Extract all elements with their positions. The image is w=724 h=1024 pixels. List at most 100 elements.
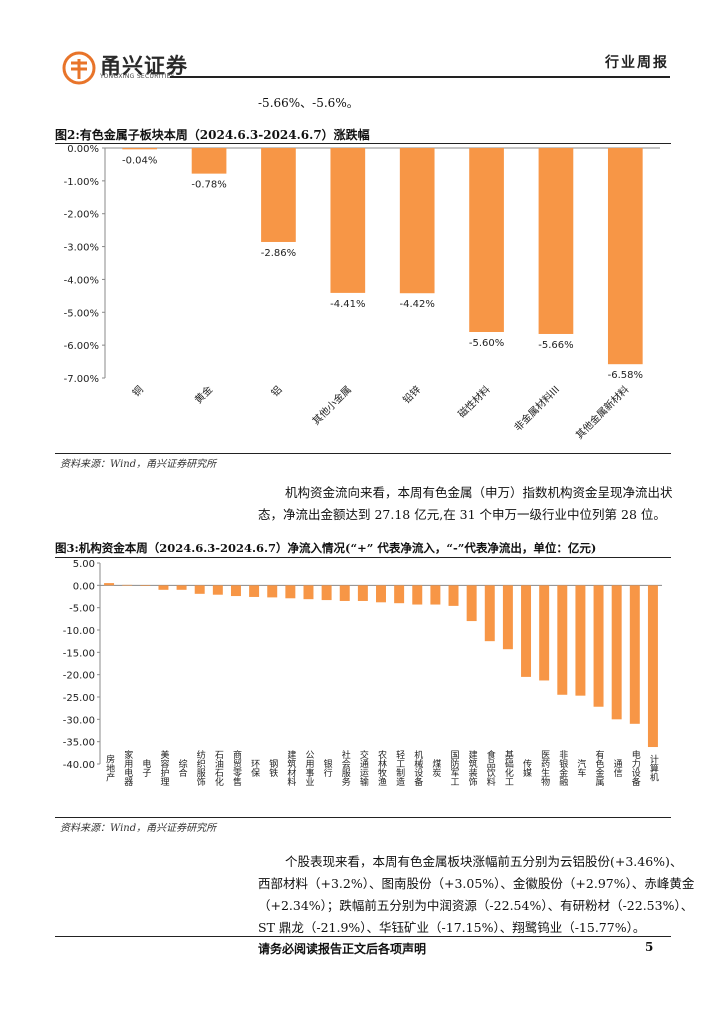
x-tick-label: 其他小金属	[309, 383, 354, 428]
y-tick-label: -15.00	[63, 648, 95, 659]
y-tick-label: -4.00%	[64, 275, 99, 286]
x-tick-label: 传媒	[521, 758, 532, 778]
x-tick-label: 铝	[269, 384, 285, 400]
bar	[194, 585, 205, 594]
bar	[230, 585, 241, 597]
page-number: 5	[645, 940, 654, 954]
x-tick-label: 铅锌	[400, 383, 423, 406]
bar	[285, 585, 296, 599]
paragraph2-line2: 西部材料（+3.2%）、图南股份（+3.05%）、金徽股份（+2.97%）、赤峰…	[258, 876, 695, 891]
footer-divider	[55, 936, 671, 937]
x-tick-label: 公用事业	[303, 750, 314, 786]
x-tick-label: 机械设备	[412, 749, 423, 786]
data-label: -4.42%	[399, 299, 434, 310]
fund-flow-bar-chart: 5.00 0.00 -5.00 -10.00 -15.00 -20.00 -25.00 -30…	[63, 559, 662, 787]
data-label: -2.86%	[261, 248, 296, 259]
data-label: -6.58%	[608, 370, 643, 381]
paragraph2-line1: 个股表现来看，本周有色金属板块涨幅前五分别为云铝股份(+3.46%)、	[285, 854, 683, 869]
y-tick-label: -7.00%	[64, 374, 99, 385]
bar	[104, 583, 115, 586]
y-tick-label: -20.00	[63, 671, 95, 682]
x-tick-label: 汽车	[575, 758, 586, 778]
x-tick-label: 黄金	[192, 383, 215, 406]
data-label: -5.60%	[469, 338, 504, 349]
x-tick-label: 有色金属	[594, 749, 605, 787]
x-tick-label: 铜	[130, 384, 146, 400]
x-tick-label: 磁性材料	[455, 383, 492, 420]
footer-disclaimer: 请务必阅读报告正文后各项声明	[258, 942, 427, 956]
x-tick-label: 基础化工	[503, 749, 513, 786]
bar	[466, 585, 477, 622]
x-tick-label: 医药生物	[539, 750, 550, 787]
paragraph2-line3: （+2.34%）；跌幅前五分别为中润资源（-22.54%）、有研粉材（-22.5…	[258, 898, 694, 913]
y-tick-label: -25.00	[63, 693, 95, 704]
paragraph1-line2: 态，净流出金额达到 27.18 亿元,在 31 个申万一级行业中位列第 28 位…	[258, 507, 666, 522]
y-tick-label: 5.00	[73, 559, 95, 570]
figure3-source: 资料来源：Wind，甬兴证券研究所	[60, 823, 217, 834]
x-tick-label: 石油石化	[213, 750, 224, 787]
y-tick-label: 0.00%	[67, 144, 99, 155]
x-tick-label: 银行	[322, 758, 333, 778]
bar	[122, 584, 133, 586]
bar	[267, 585, 278, 598]
x-tick-label: 建筑材料	[285, 749, 296, 787]
bar	[502, 585, 513, 650]
bar	[647, 585, 658, 748]
bar	[122, 148, 158, 150]
data-label: -4.41%	[330, 299, 365, 310]
x-tick-label: 计算机	[648, 753, 659, 782]
bar	[249, 585, 260, 597]
bar	[557, 585, 568, 695]
company-logo-icon	[62, 51, 96, 85]
x-tick-label: 综合	[177, 758, 188, 778]
bar	[538, 148, 574, 334]
x-tick-label: 家用电器	[122, 749, 132, 786]
sector-return-bar-chart: 0.00% -1.00% -2.00% -3.00% -4.00% -5.00% -6.00…	[64, 144, 660, 442]
y-tick-label: -6.00%	[64, 341, 99, 352]
bar	[191, 148, 227, 174]
figure2-bottom-rule	[55, 453, 671, 454]
bar	[430, 585, 441, 605]
bar	[394, 585, 405, 604]
bar	[484, 585, 495, 642]
x-tick-label: 环保	[249, 759, 260, 778]
bar	[539, 585, 550, 681]
data-label: -0.04%	[122, 155, 157, 166]
logo-subtext: YONGXING SECURITIES	[100, 73, 175, 80]
x-tick-label: 煤炭	[430, 758, 441, 778]
y-tick-label: -40.00	[63, 760, 95, 771]
x-tick-label: 社会服务	[340, 749, 351, 787]
x-tick-label: 纺织服饰	[195, 749, 206, 787]
bar	[376, 585, 386, 603]
bar	[593, 585, 604, 707]
bar	[140, 585, 151, 586]
y-tick-label: -5.00%	[64, 308, 99, 319]
x-tick-label: 食品饮料	[485, 749, 496, 787]
bar	[607, 148, 643, 365]
report-type-label: 行业周报	[605, 55, 669, 71]
bar	[212, 585, 223, 595]
bar	[611, 585, 622, 720]
bar	[330, 148, 366, 293]
bar	[399, 148, 435, 294]
data-label: -5.66%	[538, 340, 573, 351]
text-fragment: -5.66%、-5.6%。	[258, 96, 359, 110]
x-tick-label: 电子	[140, 758, 151, 777]
y-tick-label: -35.00	[63, 738, 95, 749]
bar	[448, 585, 459, 606]
figure3-bottom-rule	[55, 817, 671, 818]
y-tick-label: 0.00	[73, 581, 95, 592]
bar	[261, 148, 296, 242]
header-divider	[170, 76, 670, 78]
x-tick-label: 电力设备	[630, 749, 641, 786]
y-tick-label: -10.00	[63, 626, 95, 637]
figure3-top-rule	[55, 557, 671, 558]
y-tick-label: -5.00	[69, 604, 95, 615]
x-tick-label: 非金属材料III	[511, 383, 562, 434]
bar	[357, 585, 368, 601]
data-label: -0.78%	[191, 180, 226, 191]
x-tick-label: 美容护理	[158, 749, 169, 786]
x-tick-label: 商贸零售	[231, 749, 242, 787]
x-tick-label: 农林牧渔	[376, 749, 387, 786]
x-tick-label: 建筑装饰	[467, 749, 478, 787]
